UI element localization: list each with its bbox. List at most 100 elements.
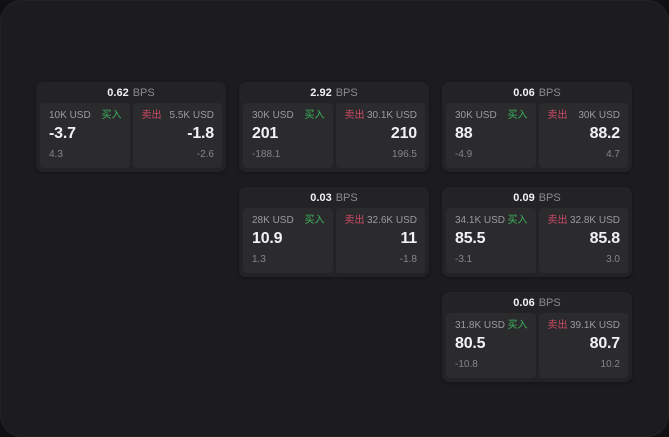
sell-amount-label: 30.1K USD: [366, 110, 417, 121]
buy-panel-top-row: 28K USD 买入: [252, 215, 325, 227]
card-body: 30K USD 买入 88 -4.9 卖出 30K USD 88.2 4.7: [442, 103, 632, 172]
buy-panel[interactable]: 30K USD 买入 88 -4.9: [446, 103, 536, 168]
buy-panel[interactable]: 34.1K USD 买入 85.5 -3.1: [446, 208, 536, 273]
buy-panel-top-row: 34.1K USD 买入: [455, 215, 528, 227]
sell-sub-value: 196.5: [391, 149, 417, 160]
bps-value: 0.06: [513, 87, 535, 99]
card-header-bps: 2.92 BPS: [239, 82, 429, 103]
quote-card[interactable]: 0.03 BPS 28K USD 买入 10.9 1.3 卖出 32.6K USD…: [239, 187, 429, 277]
sell-amount-label: 32.6K USD: [366, 215, 417, 226]
sell-side-label: 卖出: [547, 215, 568, 226]
card-body: 28K USD 买入 10.9 1.3 卖出 32.6K USD 11 -1.8: [239, 208, 429, 277]
bps-value: 0.62: [107, 87, 129, 99]
buy-amount-label: 30K USD: [455, 110, 497, 121]
sell-panel-top-row: 卖出 5.5K USD: [142, 110, 215, 122]
sell-panel-top-row: 卖出 32.6K USD: [345, 215, 418, 227]
card-header-bps: 0.62 BPS: [36, 82, 226, 103]
sell-amount-label: 30K USD: [578, 110, 620, 121]
buy-price-value: 88: [455, 125, 473, 142]
sell-side-label: 卖出: [344, 215, 365, 226]
sell-price-value: 88.2: [589, 125, 621, 142]
buy-sub-value: -10.8: [455, 359, 478, 370]
sell-panel[interactable]: 卖出 5.5K USD -1.8 -2.6: [132, 103, 222, 168]
buy-panel[interactable]: 31.8K USD 买入 80.5 -10.8: [446, 313, 536, 378]
buy-sub-value: -3.1: [455, 254, 473, 265]
card-header-bps: 0.09 BPS: [442, 187, 632, 208]
buy-panel-top-row: 10K USD 买入: [49, 110, 122, 122]
sell-sub-value: 4.7: [606, 149, 620, 160]
buy-sub-value: -188.1: [252, 149, 281, 160]
sell-sub-value: -2.6: [196, 149, 214, 160]
sell-price-value: 210: [390, 125, 417, 142]
sell-side-label: 卖出: [547, 320, 568, 331]
buy-amount-label: 31.8K USD: [455, 320, 506, 331]
buy-panel-top-row: 30K USD 买入: [455, 110, 528, 122]
buy-panel-top-row: 30K USD 买入: [252, 110, 325, 122]
bps-value: 2.92: [310, 87, 332, 99]
buy-panel[interactable]: 28K USD 买入 10.9 1.3: [243, 208, 333, 273]
sell-side-label: 卖出: [141, 110, 162, 121]
quote-card[interactable]: 0.06 BPS 30K USD 买入 88 -4.9 卖出 30K USD 88…: [442, 82, 632, 172]
sell-amount-label: 39.1K USD: [569, 320, 620, 331]
sell-price-value: 80.7: [589, 335, 621, 352]
bps-suffix-label: BPS: [538, 192, 561, 204]
buy-sub-value: 4.3: [49, 149, 63, 160]
buy-panel[interactable]: 30K USD 买入 201 -188.1: [243, 103, 333, 168]
card-header-bps: 0.06 BPS: [442, 292, 632, 313]
sell-panel-top-row: 卖出 32.8K USD: [548, 215, 621, 227]
buy-side-label: 买入: [304, 110, 325, 121]
buy-price-value: -3.7: [49, 125, 76, 142]
card-body: 10K USD 买入 -3.7 4.3 卖出 5.5K USD -1.8 -2.…: [36, 103, 226, 172]
quote-cards-grid: 0.62 BPS 10K USD 买入 -3.7 4.3 卖出 5.5K USD …: [36, 82, 632, 382]
bps-suffix-label: BPS: [538, 297, 561, 309]
bps-suffix-label: BPS: [538, 87, 561, 99]
buy-side-label: 买入: [507, 215, 528, 226]
buy-panel[interactable]: 10K USD 买入 -3.7 4.3: [40, 103, 130, 168]
buy-amount-label: 10K USD: [49, 110, 91, 121]
sell-panel[interactable]: 卖出 39.1K USD 80.7 10.2: [538, 313, 628, 378]
buy-amount-label: 30K USD: [252, 110, 294, 121]
quote-card[interactable]: 0.62 BPS 10K USD 买入 -3.7 4.3 卖出 5.5K USD …: [36, 82, 226, 172]
sell-price-value: 85.8: [589, 230, 621, 247]
quote-card[interactable]: 0.06 BPS 31.8K USD 买入 80.5 -10.8 卖出 39.1K…: [442, 292, 632, 382]
buy-price-value: 201: [252, 125, 279, 142]
card-header-bps: 0.03 BPS: [239, 187, 429, 208]
buy-amount-label: 28K USD: [252, 215, 294, 226]
sell-panel-top-row: 卖出 30.1K USD: [345, 110, 418, 122]
sell-sub-value: 3.0: [606, 254, 620, 265]
card-body: 30K USD 买入 201 -188.1 卖出 30.1K USD 210 1…: [239, 103, 429, 172]
sell-price-value: 11: [400, 230, 417, 247]
bps-value: 0.06: [513, 297, 535, 309]
buy-panel-top-row: 31.8K USD 买入: [455, 320, 528, 332]
buy-sub-value: -4.9: [455, 149, 473, 160]
buy-price-value: 85.5: [455, 230, 486, 247]
sell-price-value: -1.8: [187, 125, 214, 142]
buy-price-value: 80.5: [455, 335, 486, 352]
buy-side-label: 买入: [304, 215, 325, 226]
sell-panel-top-row: 卖出 30K USD: [548, 110, 621, 122]
sell-sub-value: -1.8: [399, 254, 417, 265]
buy-amount-label: 34.1K USD: [455, 215, 506, 226]
sell-amount-label: 32.8K USD: [569, 215, 620, 226]
sell-amount-label: 5.5K USD: [169, 110, 214, 121]
sell-sub-value: 10.2: [600, 359, 620, 370]
buy-side-label: 买入: [101, 110, 122, 121]
card-body: 34.1K USD 买入 85.5 -3.1 卖出 32.8K USD 85.8…: [442, 208, 632, 277]
bps-value: 0.03: [310, 192, 332, 204]
sell-panel[interactable]: 卖出 30K USD 88.2 4.7: [538, 103, 628, 168]
sell-panel[interactable]: 卖出 32.8K USD 85.8 3.0: [538, 208, 628, 273]
quote-card[interactable]: 0.09 BPS 34.1K USD 买入 85.5 -3.1 卖出 32.8K …: [442, 187, 632, 277]
quote-card[interactable]: 2.92 BPS 30K USD 买入 201 -188.1 卖出 30.1K U…: [239, 82, 429, 172]
card-body: 31.8K USD 买入 80.5 -10.8 卖出 39.1K USD 80.…: [442, 313, 632, 382]
bps-suffix-label: BPS: [132, 87, 155, 99]
sell-panel[interactable]: 卖出 30.1K USD 210 196.5: [335, 103, 425, 168]
card-header-bps: 0.06 BPS: [442, 82, 632, 103]
bps-suffix-label: BPS: [335, 87, 358, 99]
sell-side-label: 卖出: [344, 110, 365, 121]
buy-sub-value: 1.3: [252, 254, 266, 265]
buy-side-label: 买入: [507, 110, 528, 121]
sell-panel[interactable]: 卖出 32.6K USD 11 -1.8: [335, 208, 425, 273]
buy-price-value: 10.9: [252, 230, 283, 247]
sell-side-label: 卖出: [547, 110, 568, 121]
